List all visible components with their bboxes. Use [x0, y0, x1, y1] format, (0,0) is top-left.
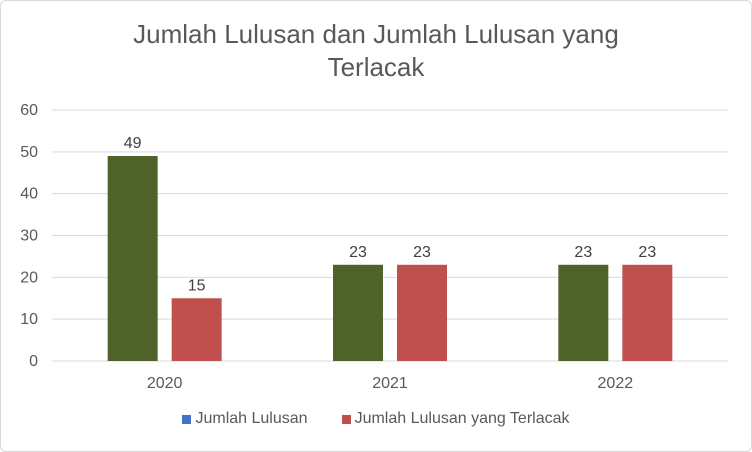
- legend-item-jumlah-lulusan-terlacak: Jumlah Lulusan yang Terlacak: [341, 410, 570, 428]
- data-label-jumlah-lulusan-2021: 23: [349, 244, 367, 261]
- chart-title-line-1: Jumlah Lulusan dan Jumlah Lulusan yang: [133, 19, 619, 49]
- bar-jumlah-lulusan-terlacak-2020: [171, 298, 222, 361]
- chart-legend: Jumlah Lulusan Jumlah Lulusan yang Terla…: [0, 410, 752, 428]
- y-tick-label-10: 10: [20, 311, 38, 328]
- data-label-jumlah-lulusan-2020: 49: [124, 135, 142, 152]
- legend-swatch-jumlah-lulusan: [182, 414, 192, 424]
- bar-jumlah-lulusan-2022: [558, 264, 609, 361]
- data-label-jumlah-lulusan-terlacak-2020: 15: [188, 277, 206, 294]
- bar-jumlah-lulusan-terlacak-2022: [622, 264, 673, 361]
- legend-label-jumlah-lulusan: Jumlah Lulusan: [195, 410, 308, 427]
- legend-label-jumlah-lulusan-terlacak: Jumlah Lulusan yang Terlacak: [354, 410, 570, 427]
- bar-jumlah-lulusan-terlacak-2021: [397, 264, 447, 361]
- data-label-jumlah-lulusan-terlacak-2021: 23: [413, 244, 431, 261]
- y-tick-label-60: 60: [20, 102, 38, 119]
- chart-title-line-2: Terlacak: [327, 52, 425, 82]
- y-tick-label-40: 40: [20, 186, 38, 203]
- x-tick-label-2022: 2022: [598, 375, 634, 392]
- x-tick-label-2020: 2020: [147, 375, 183, 392]
- y-tick-label-30: 30: [20, 228, 38, 245]
- legend-item-jumlah-lulusan: Jumlah Lulusan: [182, 410, 308, 428]
- bar-jumlah-lulusan-2021: [333, 264, 383, 361]
- data-label-jumlah-lulusan-2022: 23: [574, 244, 592, 261]
- y-tick-label-20: 20: [20, 269, 38, 286]
- bar-jumlah-lulusan-2020: [107, 156, 158, 361]
- chart-title: Jumlah Lulusan dan Jumlah Lulusan yang T…: [0, 18, 752, 84]
- x-tick-label-2021: 2021: [372, 375, 408, 392]
- y-tick-label-50: 50: [20, 144, 38, 161]
- legend-swatch-jumlah-lulusan-terlacak: [341, 414, 351, 424]
- y-tick-label-0: 0: [29, 353, 38, 370]
- data-label-jumlah-lulusan-terlacak-2022: 23: [638, 244, 656, 261]
